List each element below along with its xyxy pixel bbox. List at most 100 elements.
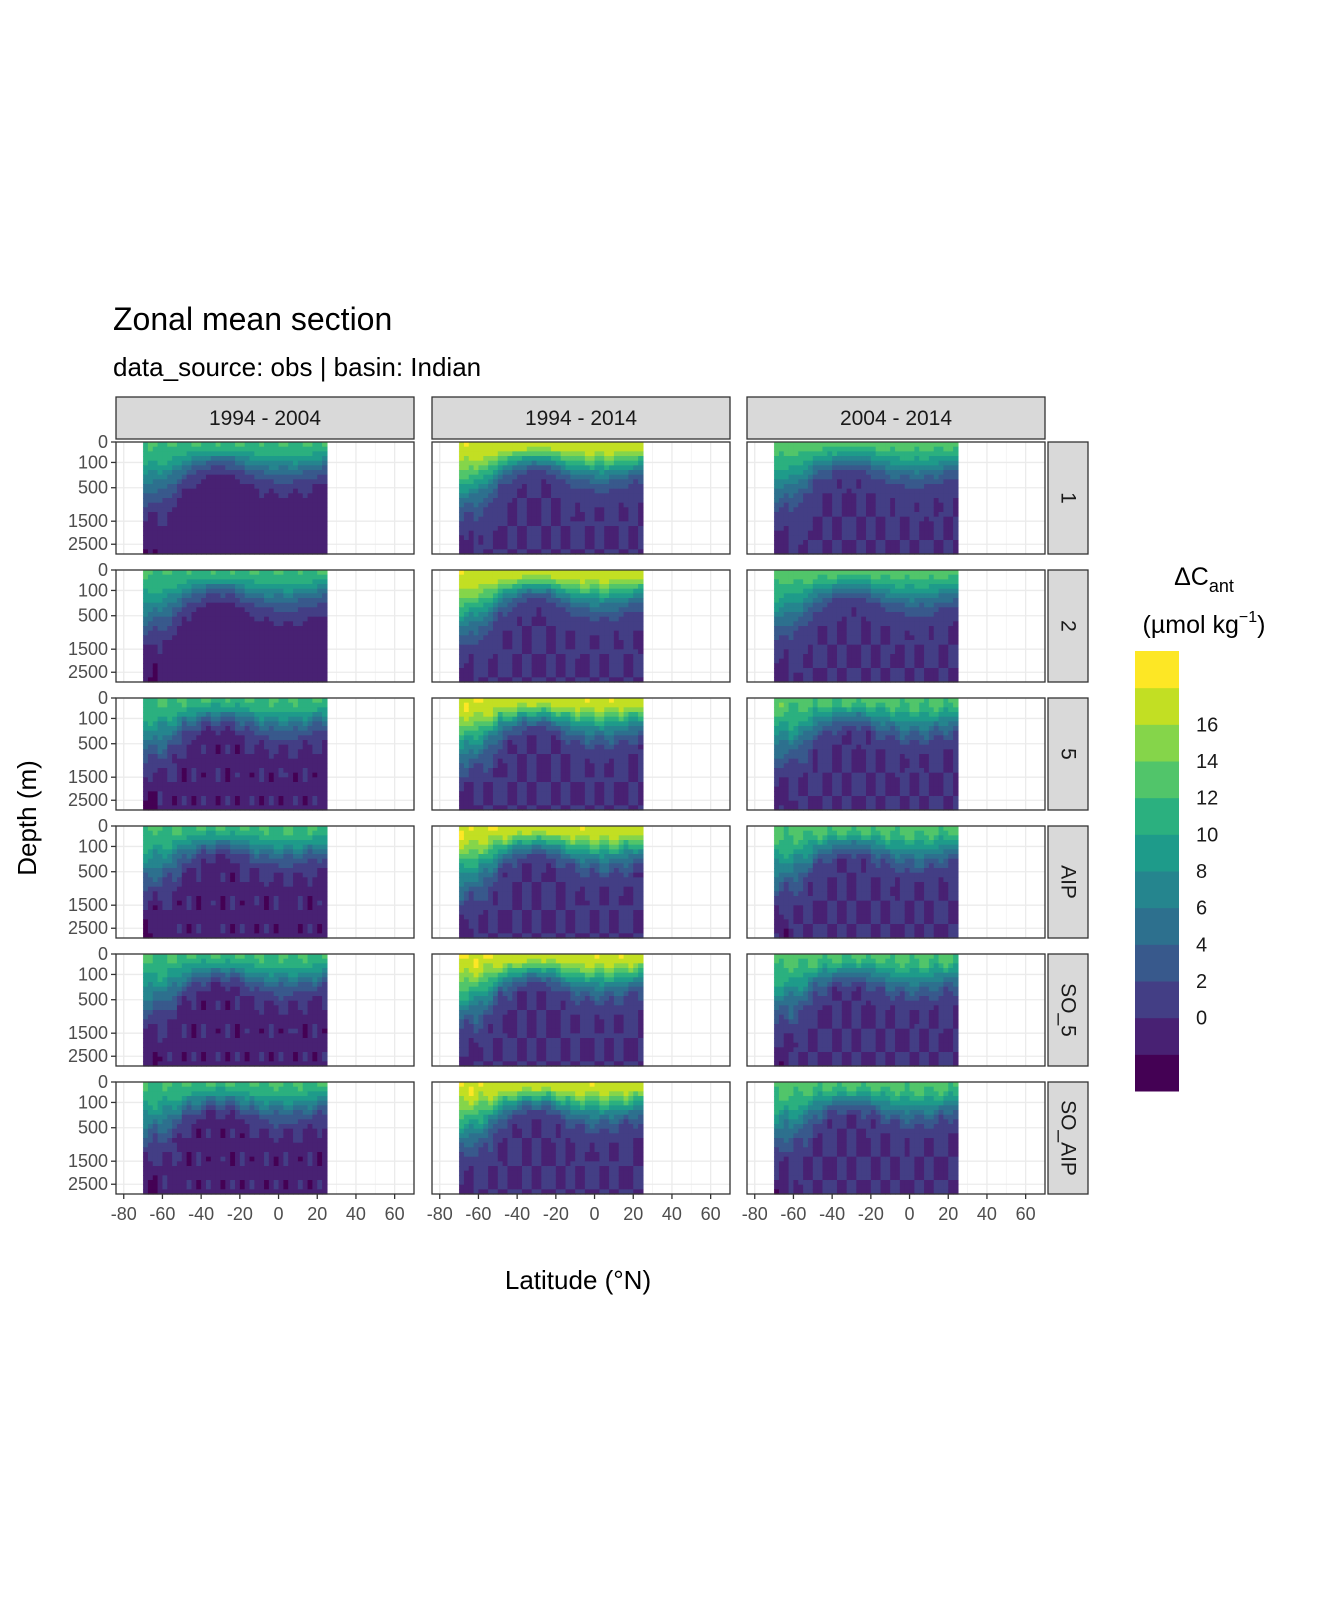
contour-cell bbox=[181, 905, 188, 911]
contour-cell bbox=[312, 954, 318, 960]
contour-cell bbox=[288, 593, 294, 599]
contour-cell bbox=[157, 900, 164, 906]
contour-cell bbox=[162, 933, 168, 939]
contour-cell bbox=[191, 621, 197, 627]
contour-cell bbox=[278, 502, 284, 508]
contour-cell bbox=[288, 644, 294, 650]
contour-cell bbox=[288, 968, 294, 974]
contour-cell bbox=[191, 933, 197, 939]
contour-cell bbox=[196, 835, 202, 841]
contour-cell bbox=[307, 1056, 314, 1062]
contour-cell bbox=[152, 1180, 159, 1186]
contour-cell bbox=[152, 470, 159, 476]
contour-cell bbox=[268, 768, 275, 774]
contour-cell bbox=[288, 540, 294, 546]
contour-cell bbox=[302, 635, 309, 641]
contour-cell bbox=[307, 972, 314, 978]
contour-cell bbox=[254, 726, 260, 732]
contour-cell bbox=[181, 535, 188, 541]
contour-cell bbox=[147, 758, 154, 764]
contour-cell bbox=[307, 744, 314, 750]
contour-cell bbox=[210, 602, 217, 608]
contour-cell bbox=[254, 954, 260, 960]
contour-cell bbox=[162, 1042, 168, 1048]
contour-cell bbox=[147, 763, 154, 769]
contour-cell bbox=[254, 1000, 260, 1006]
contour-cell bbox=[312, 991, 318, 997]
contour-cell bbox=[172, 530, 178, 536]
contour-cell bbox=[249, 530, 255, 536]
contour-cell bbox=[196, 630, 202, 636]
contour-cell bbox=[147, 612, 154, 618]
contour-cell bbox=[196, 712, 202, 718]
contour-cell bbox=[244, 986, 251, 992]
contour-cell bbox=[302, 954, 309, 960]
contour-cell bbox=[235, 826, 241, 832]
contour-cell bbox=[278, 460, 284, 466]
contour-cell bbox=[312, 1000, 318, 1006]
contour-cell bbox=[317, 1024, 323, 1030]
contour-cell bbox=[317, 882, 323, 888]
contour-cell bbox=[230, 1061, 236, 1067]
contour-cell bbox=[273, 826, 280, 832]
contour-cell bbox=[147, 1119, 154, 1125]
contour-cell bbox=[244, 896, 251, 902]
contour-cell bbox=[186, 1000, 193, 1006]
contour-cell bbox=[230, 796, 236, 802]
contour-cell bbox=[230, 830, 236, 836]
contour-cell bbox=[152, 726, 159, 732]
contour-cell bbox=[210, 796, 217, 802]
contour-cell bbox=[297, 777, 304, 783]
contour-cell bbox=[201, 800, 207, 806]
contour-cell bbox=[157, 910, 164, 916]
contour-cell bbox=[288, 654, 294, 660]
contour-cell bbox=[225, 1024, 231, 1030]
contour-cell bbox=[230, 744, 236, 750]
contour-cell bbox=[225, 905, 231, 911]
contour-cell bbox=[210, 451, 217, 457]
contour-cell bbox=[172, 800, 178, 806]
contour-cell bbox=[152, 844, 159, 850]
contour-cell bbox=[235, 649, 241, 655]
contour-cell bbox=[264, 588, 270, 594]
contour-cell bbox=[264, 535, 270, 541]
contour-cell bbox=[176, 442, 183, 448]
contour-cell bbox=[230, 498, 236, 504]
contour-cell bbox=[157, 1124, 164, 1130]
contour-cell bbox=[157, 1047, 164, 1053]
contour-cell bbox=[172, 986, 178, 992]
contour-cell bbox=[162, 1019, 168, 1025]
contour-cell bbox=[283, 868, 289, 874]
contour-cell bbox=[273, 451, 280, 457]
contour-cell bbox=[201, 972, 207, 978]
contour-cell bbox=[244, 863, 251, 869]
contour-cell bbox=[220, 658, 226, 664]
contour-cell bbox=[215, 607, 222, 613]
contour-cell bbox=[259, 479, 265, 485]
contour-cell bbox=[152, 512, 159, 518]
contour-cell bbox=[210, 805, 217, 811]
contour-cell bbox=[205, 512, 212, 518]
contour-cell bbox=[244, 526, 251, 532]
contour-cell bbox=[312, 593, 318, 599]
contour-cell bbox=[210, 588, 217, 594]
contour-cell bbox=[259, 544, 265, 550]
contour-cell bbox=[147, 1105, 154, 1111]
contour-cell bbox=[264, 858, 270, 864]
contour-cell bbox=[235, 854, 241, 860]
contour-cell bbox=[283, 570, 289, 576]
contour-cell bbox=[215, 484, 222, 490]
contour-cell bbox=[302, 749, 309, 755]
contour-cell bbox=[201, 968, 207, 974]
contour-cell bbox=[264, 933, 270, 939]
contour-cell bbox=[230, 910, 236, 916]
contour-cell bbox=[249, 626, 255, 632]
contour-cell bbox=[312, 840, 318, 846]
contour-cell bbox=[225, 886, 231, 892]
contour-cell bbox=[302, 754, 309, 760]
contour-cell bbox=[244, 702, 251, 708]
contour-cell bbox=[167, 1105, 173, 1111]
contour-cell bbox=[143, 474, 149, 480]
contour-cell bbox=[230, 1019, 236, 1025]
contour-cell bbox=[186, 1161, 193, 1167]
